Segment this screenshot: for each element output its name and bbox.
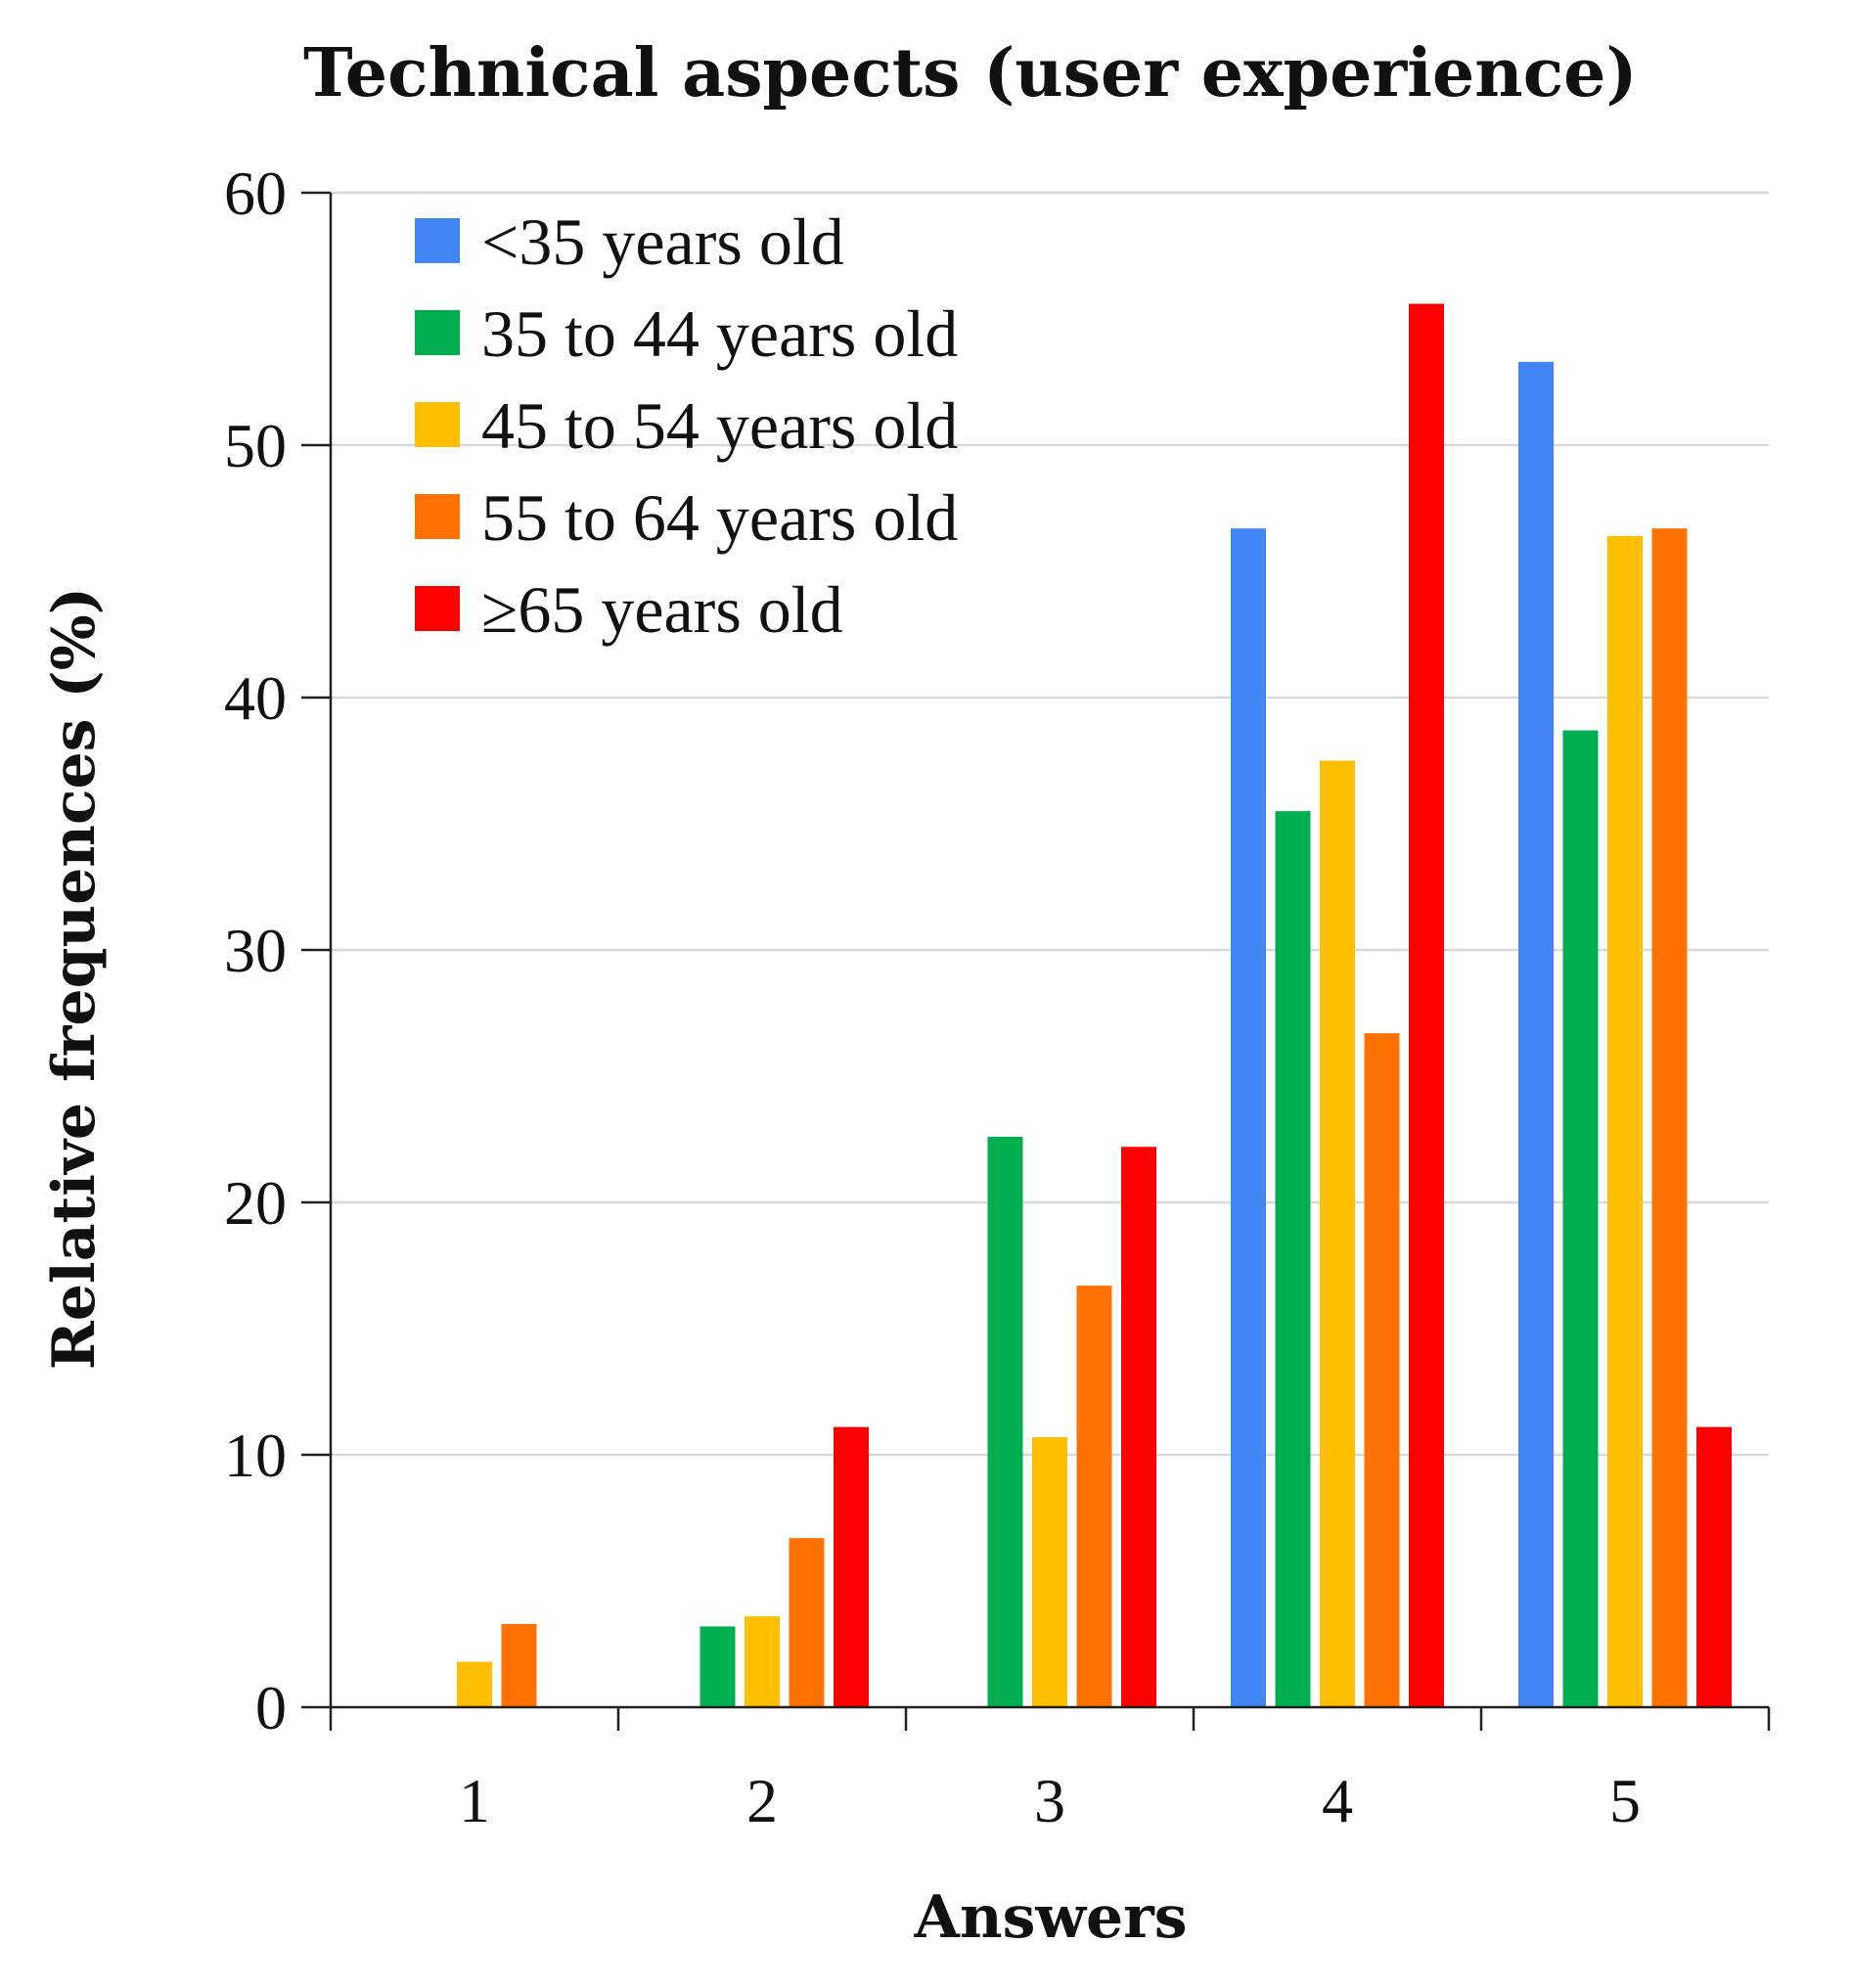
- x-tick-label: 3: [1034, 1766, 1065, 1835]
- y-tick-label: 0: [255, 1673, 287, 1742]
- bar: [1032, 1436, 1067, 1707]
- bar: [700, 1626, 736, 1707]
- y-tick-labels: 0 10 20 30 40 50 60: [224, 158, 287, 1742]
- y-axis-title: Relative frequences (%): [40, 587, 109, 1370]
- y-tick-label: 10: [224, 1421, 287, 1490]
- legend-swatch: [415, 494, 460, 539]
- bar: [1320, 760, 1355, 1707]
- legend-label: 45 to 54 years old: [481, 388, 958, 463]
- legend-label: ≥65 years old: [481, 572, 843, 647]
- y-tick-label: 60: [224, 158, 287, 228]
- bar: [457, 1661, 492, 1707]
- bar: [987, 1136, 1023, 1707]
- bar: [501, 1623, 537, 1707]
- chart-title: Technical aspects (user experience): [303, 34, 1638, 113]
- legend: <35 years old 35 to 44 years old 45 to 54 …: [415, 204, 958, 647]
- bar: [1409, 303, 1444, 1707]
- x-tick-label: 2: [746, 1766, 778, 1835]
- x-tick-label: 4: [1322, 1766, 1353, 1835]
- bar: [1696, 1426, 1732, 1707]
- legend-label: 35 to 44 years old: [481, 296, 958, 371]
- x-tick-label: 1: [459, 1766, 490, 1835]
- bar: [1275, 811, 1311, 1707]
- bar: [1121, 1147, 1156, 1707]
- bar: [1364, 1033, 1400, 1707]
- bars: [457, 303, 1732, 1707]
- y-tick-label: 50: [224, 411, 287, 480]
- y-tick-label: 40: [224, 663, 287, 733]
- bar: [1651, 528, 1688, 1707]
- legend-swatch: [415, 218, 460, 263]
- legend-swatch: [415, 402, 460, 447]
- bar: [1562, 730, 1599, 1707]
- legend-label: 55 to 64 years old: [481, 480, 958, 555]
- x-tick-label: 5: [1609, 1766, 1641, 1835]
- legend-swatch: [415, 586, 460, 631]
- bar: [1231, 528, 1266, 1707]
- bar: [1076, 1286, 1112, 1707]
- bar: [745, 1616, 780, 1707]
- y-tick-label: 20: [224, 1168, 287, 1238]
- x-tick-labels: 1 2 3 4 5: [459, 1766, 1641, 1835]
- y-tick-label: 30: [224, 916, 287, 985]
- bar: [789, 1538, 825, 1707]
- axes: [301, 191, 1771, 1731]
- legend-label: <35 years old: [481, 204, 844, 279]
- x-axis-title: Answers: [913, 1883, 1187, 1952]
- bar: [834, 1426, 869, 1707]
- bar: [1518, 361, 1554, 1707]
- legend-swatch: [415, 310, 460, 355]
- bar: [1607, 535, 1643, 1707]
